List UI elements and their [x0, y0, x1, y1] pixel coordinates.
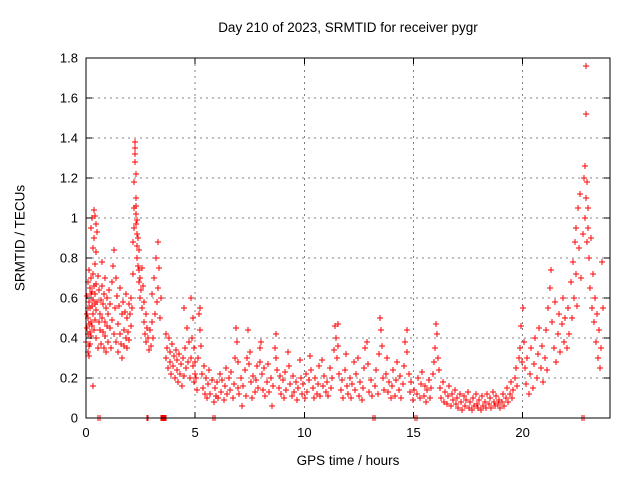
y-tick-label: 0.4 — [60, 331, 78, 346]
plot-border — [85, 57, 611, 419]
x-tick-label: 5 — [192, 425, 199, 440]
y-tick-label: 1.2 — [60, 171, 78, 186]
y-tick-label: 0.8 — [60, 251, 78, 266]
y-tick-label: 0 — [71, 411, 78, 426]
data-points — [83, 63, 606, 421]
y-tick-label: 1.4 — [60, 131, 78, 146]
y-tick-label: 1 — [71, 211, 78, 226]
x-tick-label: 0 — [82, 425, 89, 440]
x-tick-label: 10 — [297, 425, 311, 440]
y-tick-label: 0.2 — [60, 371, 78, 386]
y-tick-label: 1.6 — [60, 91, 78, 106]
x-tick-label: 15 — [406, 425, 420, 440]
chart-title: Day 210 of 2023, SRMTID for receiver pyg… — [218, 20, 478, 35]
y-tick-label: 0.6 — [60, 291, 78, 306]
x-axis-label: GPS time / hours — [296, 453, 400, 468]
x-tick-label: 20 — [515, 425, 529, 440]
y-tick-label: 1.8 — [60, 51, 78, 66]
